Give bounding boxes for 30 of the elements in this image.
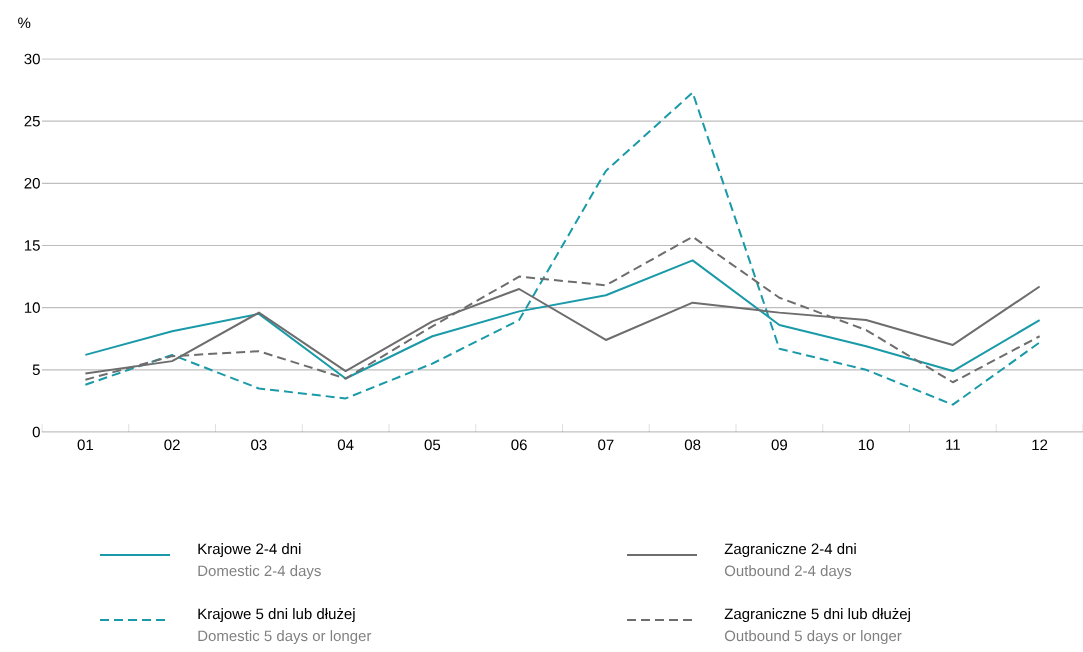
y-tick-label: 0 <box>32 426 40 438</box>
y-tick-label: 20 <box>24 178 40 189</box>
text: Outbound 5 days or longer <box>724 630 902 645</box>
x-tick-label: 11 <box>946 439 960 450</box>
x-tick-label: 12 <box>1032 439 1048 450</box>
text: Domestic 5 days or longer <box>198 630 372 645</box>
text: Outbound 2-4 days <box>724 565 852 580</box>
line-series <box>84 235 1041 384</box>
legend-label: Krajowe 2-4 dni <box>198 543 301 558</box>
x-tick-label: 10 <box>858 439 874 451</box>
y-tick-label: 15 <box>24 240 40 251</box>
x-tick-label: 06 <box>511 439 527 451</box>
y-tick-label: 30 <box>24 53 40 65</box>
x-tick-label: 08 <box>684 439 701 451</box>
x-tick-label: 09 <box>771 439 787 451</box>
legend-label: Krajowe 5 dni lub dłużej <box>198 608 355 623</box>
x-tick-label: 02 <box>164 439 180 451</box>
line-series <box>84 91 1041 406</box>
x-tick-label: 01 <box>77 439 93 451</box>
y-tick-label: 25 <box>24 115 40 127</box>
y-tick-label: 5 <box>32 364 40 376</box>
x-tick-label: 05 <box>424 439 441 451</box>
y-tick-label: 10 <box>24 302 40 313</box>
y-axis-title: % <box>18 17 31 29</box>
x-tick-label: 04 <box>337 439 354 451</box>
legend-label: Zagraniczne 2-4 dni <box>724 543 856 558</box>
x-tick-label: 07 <box>598 439 614 451</box>
text: Domestic 2-4 days <box>198 565 321 580</box>
legend-label: Zagraniczne 5 dni lub dłużej <box>724 608 910 623</box>
x-tick-label: 03 <box>251 439 267 451</box>
